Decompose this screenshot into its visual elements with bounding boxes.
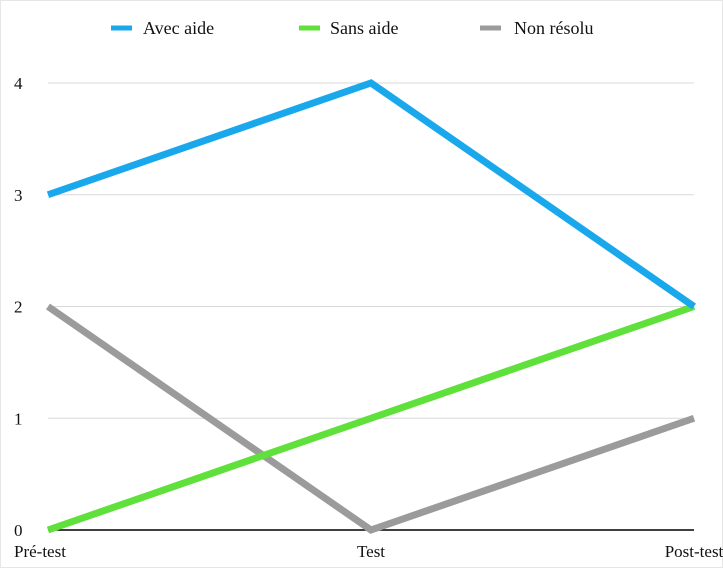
y-tick-label: 1	[14, 409, 23, 428]
legend-label: Non résolu	[514, 18, 594, 38]
x-tick-label: Test	[357, 542, 385, 561]
x-tick-label: Pré-test	[14, 542, 66, 561]
y-tick-label: 3	[14, 186, 23, 205]
legend-label: Avec aide	[143, 18, 214, 38]
y-tick-label: 4	[14, 74, 23, 93]
x-tick-label: Post-test	[665, 542, 723, 561]
y-tick-label: 0	[14, 521, 23, 540]
legend-label: Sans aide	[330, 18, 398, 38]
y-tick-label: 2	[14, 298, 23, 317]
legend: Avec aide Sans aide Non résolu	[111, 18, 594, 38]
